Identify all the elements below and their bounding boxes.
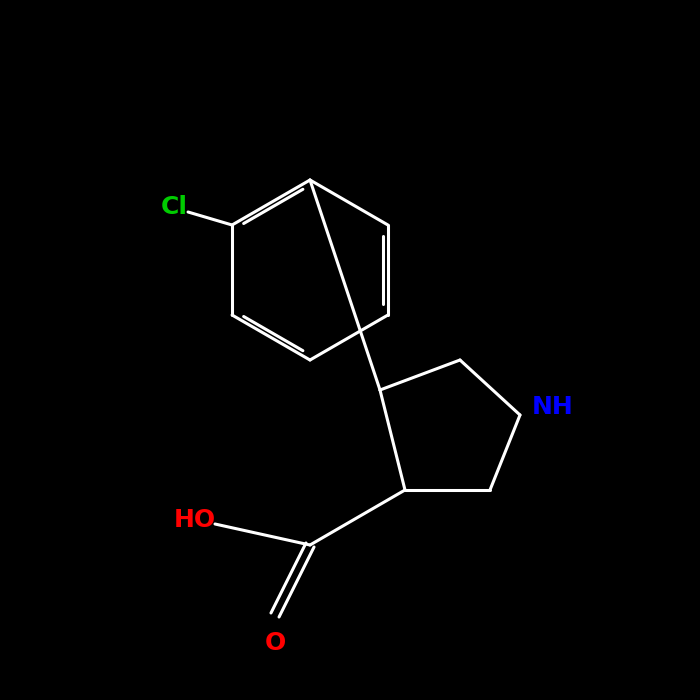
Text: HO: HO [174,508,216,532]
Text: O: O [265,631,286,655]
Text: Cl: Cl [160,195,188,219]
Text: NH: NH [532,395,574,419]
